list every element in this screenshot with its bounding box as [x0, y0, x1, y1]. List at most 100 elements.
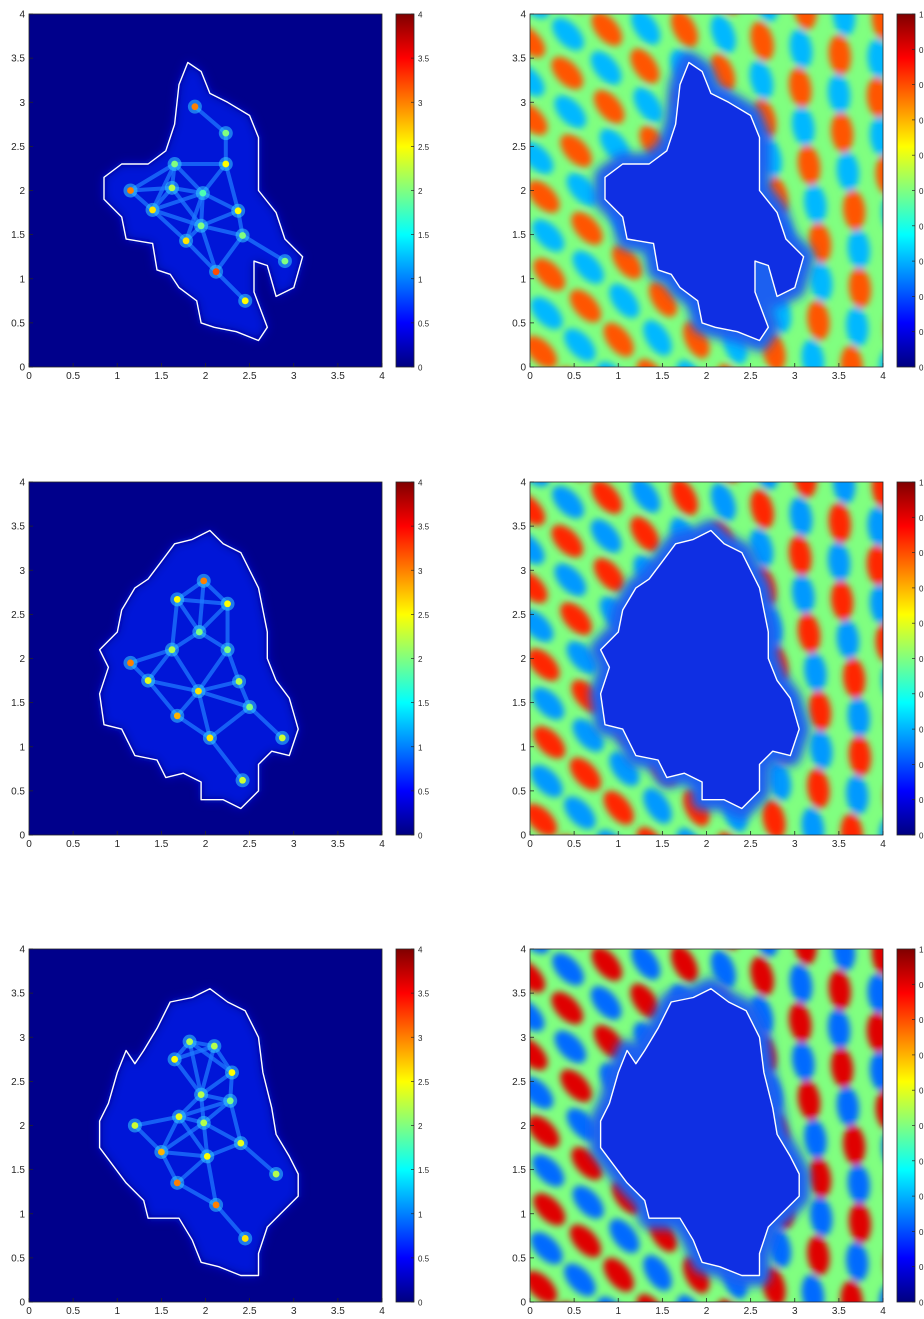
panel-row3-right-wave-lobe: [596, 864, 638, 909]
panel-row1-right-xtick-label: 1.5: [655, 371, 669, 382]
panel-row2-left-xtick-label: 3: [291, 839, 297, 850]
panel-row2-left-filament: [197, 578, 206, 635]
panel-row1-left-filament: [184, 238, 219, 274]
panel-row3-right-wave-lobe: [808, 1157, 832, 1198]
panel-row2-right-wave-lobe: [710, 482, 736, 522]
panel-row1-right-wave-lobe: [789, 28, 813, 69]
panel-row3-left-ytick-label: 3: [19, 1033, 25, 1044]
panel-row3-right-wave-lobe: [552, 952, 584, 986]
panel-row3-left-filament: [205, 1154, 219, 1207]
panel-row1-left-filament: [199, 223, 219, 274]
panel-row2-right-wave-lobe: [670, 482, 699, 516]
panel-row1-right-wave-lobe: [910, 387, 924, 429]
panel-row2-right-wave-lobe: [473, 456, 517, 500]
panel-row1-right-wave-lobe: [591, 14, 623, 46]
panel-row2-left-spot: [127, 659, 134, 667]
panel-row3-right-colorbar-tick-label: 0: [919, 981, 924, 990]
panel-row2-left-colorbar-tick-label: 0.5: [418, 787, 430, 796]
panel-row1-left-xtick-label: 2.5: [243, 371, 257, 382]
panel-row2-left-ytick-label: 4: [19, 478, 25, 489]
panel-row3-right-wave-lobe: [533, 1193, 566, 1226]
panel-row1-left-colorbar-tick-label: 2.5: [418, 143, 430, 152]
panel-row3-left-spot: [226, 1097, 234, 1105]
panel-row1-right-wave-lobe: [480, 338, 524, 382]
panel-row2-left-xtick-label: 1.5: [154, 839, 168, 850]
panel-row3-right-wave-lobe: [866, 1012, 883, 1053]
panel-row1-left-spot: [239, 232, 246, 239]
panel-row3-right-wave-lobe: [530, 1270, 558, 1302]
panel-row2-left-colorbar-tick-label: 2: [418, 655, 423, 664]
panel-row1-right-wave-lobe: [801, 339, 825, 367]
panel-row3-right-xtick-label: 0: [527, 1306, 533, 1317]
panel-row2-left-filament: [175, 597, 230, 606]
panel-row3-right-wave-lobe: [590, 903, 633, 948]
panel-row2-left-ytick-label: 1: [19, 742, 25, 753]
panel-row2-right-wave-lobe: [474, 844, 518, 888]
panel-row3-right-wave-lobe: [717, 869, 751, 914]
panel-row1-right-region-fill: [605, 62, 804, 341]
panel-row1-left-colorbar-tick-label: 3.5: [418, 55, 430, 64]
panel-row1-left-xtick-label: 2: [203, 371, 209, 382]
panel-row1-right-wave-lobe: [533, 258, 566, 291]
panel-row2-left-ytick-label: 0.5: [11, 786, 25, 797]
panel-row2-right-ytick-label: 0.5: [512, 786, 526, 797]
panel-row2-right-wave-lobe: [530, 765, 563, 798]
panel-row1-right-wave-lobe: [832, 14, 856, 37]
panel-row1-left-spot: [281, 257, 289, 265]
panel-row2-left-filament: [146, 678, 201, 694]
panel-row2-left-colorbar-tick-label: 1: [418, 743, 423, 752]
panel-row2-right-colorbar-tick-label: 1: [919, 479, 924, 488]
panel-row1-right-colorbar-tick-label: 0: [919, 293, 924, 302]
panel-row2-left-colorbar-tick-label: 1.5: [418, 699, 430, 708]
panel-row1-left-spot: [222, 160, 230, 168]
panel-row2-left-colorbar-tick-label: 2.5: [418, 611, 430, 620]
panel-row1-right-xtick-label: 4: [880, 371, 886, 382]
panel-row1-right-wave-lobe: [804, 184, 827, 224]
panel-row2-right-wave-lobe: [552, 485, 584, 519]
panel-row2-left-ytick-label: 2: [19, 654, 25, 665]
panel-row1-right-xtick-label: 1: [615, 371, 621, 382]
panel-row3-right-wave-lobe: [847, 1164, 870, 1205]
panel-row2-left-ytick-label: 3.5: [11, 522, 25, 533]
panel-row1-left-xtick-label: 1: [114, 371, 120, 382]
panel-row3-left-spot: [186, 1038, 194, 1046]
panel-row2-left-xtick-label: 0.5: [66, 839, 80, 850]
panel-row2-right-wave-lobe: [840, 813, 863, 835]
panel-row2-left-spot: [278, 734, 286, 742]
panel-row1-right-wave-lobe: [469, 27, 513, 71]
panel-row2-right-wave-lobe: [798, 418, 826, 461]
panel-row1-right: [469, 0, 924, 429]
panel-row3-left-colorbar-tick-label: 3.5: [418, 990, 430, 999]
panel-row2-left-spot: [173, 595, 181, 603]
panel-row1-right-wave-lobe: [609, 283, 640, 319]
panel-row2-right-wave-lobe: [532, 687, 565, 720]
panel-row1-left-colorbar-tick-label: 3: [418, 99, 423, 108]
panel-row1-right-wave-lobe: [566, 173, 599, 207]
panel-row2-right-wave-lobe: [793, 482, 817, 498]
panel-row3-right-wave-field: [474, 864, 883, 1319]
panel-row1-right-wave-lobe: [808, 222, 832, 263]
panel-row3-right-ytick-label: 1: [520, 1209, 526, 1220]
panel-row3-left-colorbar-tick-label: 4: [418, 946, 423, 955]
panel-row3-right-wave-lobe: [551, 991, 584, 1025]
panel-row2-right-wave-lobe: [609, 751, 640, 787]
panel-row2-left-spot: [239, 776, 246, 784]
panel-row3-right-colorbar-tick-label: 0: [919, 1051, 924, 1060]
panel-row3-right-wave-lobe: [474, 1311, 518, 1319]
panel-row3-right-ytick-label: 2: [520, 1121, 526, 1132]
panel-row1-left-colorbar-tick-label: 4: [418, 11, 423, 20]
panel-row3-right-xtick-label: 3.5: [832, 1306, 846, 1317]
panel-row3-right-wave-lobe: [609, 1218, 640, 1254]
panel-row1-right-wave-lobe: [552, 362, 595, 406]
panel-row2-right-wave-lobe: [869, 584, 883, 625]
panel-row3-right-ytick-label: 0.5: [512, 1253, 526, 1264]
panel-row3-left-spot: [173, 1179, 181, 1187]
panel-row3-left-xtick-label: 2.5: [243, 1306, 257, 1317]
panel-row1-right-wave-lobe: [670, 14, 699, 48]
panel-row3-left-spot: [197, 1091, 205, 1099]
panel-row3-left-spot: [272, 1170, 280, 1178]
panel-row1-left-colorbar-tick-label: 1: [418, 275, 423, 284]
panel-row2-right-wave-lobe: [801, 807, 825, 835]
panel-row3-right-colorbar-tick-label: 0: [919, 1016, 924, 1025]
panel-row1-right-wave-lobe: [915, 0, 924, 2]
